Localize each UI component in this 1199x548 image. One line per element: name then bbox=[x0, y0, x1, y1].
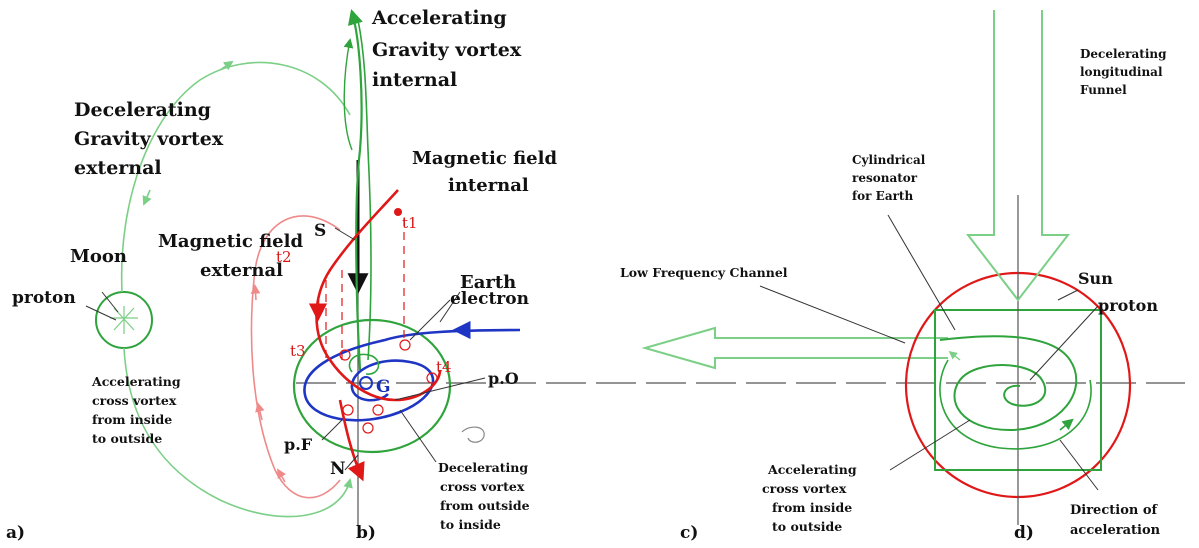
ring-5 bbox=[362, 422, 374, 434]
proton-left-label: proton bbox=[12, 288, 76, 308]
dir-acc-line-2: acceleration bbox=[1070, 523, 1161, 538]
cyl-res-line-1: Cylindrical bbox=[852, 153, 926, 167]
pf-label: p.F bbox=[284, 435, 313, 454]
proton-right-label: proton bbox=[1098, 296, 1158, 315]
moon-inner-arrows bbox=[110, 306, 138, 334]
acc-cross-right-line-1: Accelerating bbox=[767, 462, 857, 477]
pf-pointer bbox=[321, 419, 343, 441]
moon-panel bbox=[85, 291, 153, 349]
magnetic-external-loop bbox=[250, 215, 341, 499]
dir-acc-line-1: Direction of bbox=[1070, 503, 1159, 518]
cyl-res-line-2: resonator bbox=[852, 171, 918, 185]
moon-pointer bbox=[101, 291, 119, 313]
electron-spiral bbox=[303, 328, 521, 422]
acc-cross-left-line-3: from inside bbox=[92, 412, 172, 427]
sun-label: Sun bbox=[1078, 269, 1113, 288]
ring-6 bbox=[372, 404, 384, 416]
g-label: G bbox=[376, 377, 391, 397]
t2-label: t2 bbox=[276, 248, 292, 266]
proton-right-pointer bbox=[1029, 305, 1099, 381]
magnetic-external-arrow-1 bbox=[250, 284, 261, 301]
dec-gravity-external-line-1: Decelerating bbox=[74, 99, 211, 121]
sun-spiral bbox=[939, 335, 1078, 432]
magnetic-external-line-1: Magnetic field bbox=[158, 231, 303, 252]
ring-1 bbox=[339, 349, 351, 361]
earth-pointer bbox=[439, 291, 461, 323]
dec-funnel-arrow bbox=[965, 10, 1071, 302]
cyl-pointer bbox=[887, 214, 956, 331]
sun-spiral-outer bbox=[939, 359, 1092, 450]
acc-cross-right-line-3: from inside bbox=[772, 500, 852, 515]
magnetic-internal-lower bbox=[338, 399, 365, 482]
n-label: N bbox=[330, 459, 346, 479]
po-label: p.O bbox=[488, 369, 519, 388]
dec-funnel-line-2: longitudinal bbox=[1080, 65, 1163, 79]
proton-left-pointer bbox=[85, 305, 117, 321]
acc-cross-left-line-4: to outside bbox=[92, 431, 162, 446]
t1-dot bbox=[394, 208, 402, 216]
panel-d-label: d) bbox=[1014, 523, 1034, 543]
dec-funnel-line-3: Funnel bbox=[1080, 83, 1127, 97]
gravity-internal-green-loop bbox=[343, 38, 354, 151]
acc-gravity-internal-line-1: Accelerating bbox=[371, 7, 507, 29]
moon-label: Moon bbox=[70, 246, 127, 267]
s-pointer bbox=[334, 227, 356, 241]
sun-pointer bbox=[1057, 289, 1079, 301]
panel-a-label: a) bbox=[6, 523, 25, 543]
s-label: S bbox=[314, 221, 326, 241]
magnetic-external-arrow-2 bbox=[255, 402, 265, 421]
po-pointer bbox=[394, 377, 486, 401]
t1-label: t1 bbox=[402, 214, 418, 232]
electron-label: electron bbox=[450, 289, 529, 309]
earth-small-scribble bbox=[461, 426, 485, 443]
dec-cross-pointer bbox=[399, 409, 437, 463]
magnetic-internal-line-1: Magnetic field bbox=[412, 148, 557, 169]
panel-b-label: b) bbox=[356, 523, 376, 543]
dec-funnel-line-1: Decelerating bbox=[1080, 47, 1167, 61]
ring-4 bbox=[342, 404, 354, 416]
earth-green-swirl bbox=[348, 353, 380, 375]
earth-label: Earth bbox=[460, 272, 516, 293]
magnetic-external-line-2: external bbox=[200, 260, 283, 281]
earth-ellipse bbox=[292, 318, 452, 454]
dec-gravity-external-line-2: Gravity vortex bbox=[74, 128, 224, 150]
t3-label: t3 bbox=[290, 342, 306, 360]
magnetic-internal-line-2: internal bbox=[448, 175, 529, 196]
low-freq-pointer bbox=[759, 285, 906, 344]
low-frequency-label: Low Frequency Channel bbox=[620, 265, 788, 280]
dec-gravity-external-line-3: external bbox=[74, 157, 162, 179]
low-frequency-channel-arrow bbox=[641, 326, 948, 370]
dec-gravity-external-loop bbox=[120, 61, 350, 518]
acc-cross-right-line-2: cross vortex bbox=[762, 481, 847, 496]
dec-cross-line-2: cross vortex bbox=[440, 479, 525, 494]
dec-gravity-external-arrow-top bbox=[219, 60, 234, 71]
cyl-res-line-3: for Earth bbox=[852, 189, 913, 203]
g-center bbox=[359, 376, 373, 390]
dec-cross-line-1: Decelerating bbox=[438, 460, 528, 475]
dec-gravity-external-arrow-mid bbox=[142, 189, 152, 206]
acc-cross-left-line-2: cross vortex bbox=[92, 393, 177, 408]
acc-cross-right-line-4: to outside bbox=[772, 519, 842, 534]
dec-cross-line-4: to inside bbox=[440, 517, 501, 532]
electron-pointer bbox=[409, 299, 451, 341]
acc-gravity-internal-line-2: Gravity vortex bbox=[372, 39, 522, 61]
acc-cross-right-pointer bbox=[889, 419, 971, 471]
ring-3 bbox=[426, 372, 438, 384]
magnetic-external-arrow-3 bbox=[277, 468, 287, 483]
sun-spiral-arrow-2 bbox=[948, 350, 961, 361]
ring-2 bbox=[399, 339, 411, 351]
gravity-internal-green-stream bbox=[347, 9, 363, 371]
panel-c-label: c) bbox=[680, 523, 698, 543]
gravity-internal-green-stream-2 bbox=[357, 19, 372, 361]
sun-spiral-arrow bbox=[1059, 418, 1074, 431]
acc-cross-left-line-1: Accelerating bbox=[91, 374, 181, 389]
acc-gravity-internal-line-3: internal bbox=[372, 69, 457, 91]
dec-cross-line-3: from outside bbox=[440, 498, 530, 513]
n-pointer bbox=[344, 454, 359, 471]
t4-label: t4 bbox=[436, 358, 452, 376]
dir-acc-pointer bbox=[1059, 439, 1099, 491]
